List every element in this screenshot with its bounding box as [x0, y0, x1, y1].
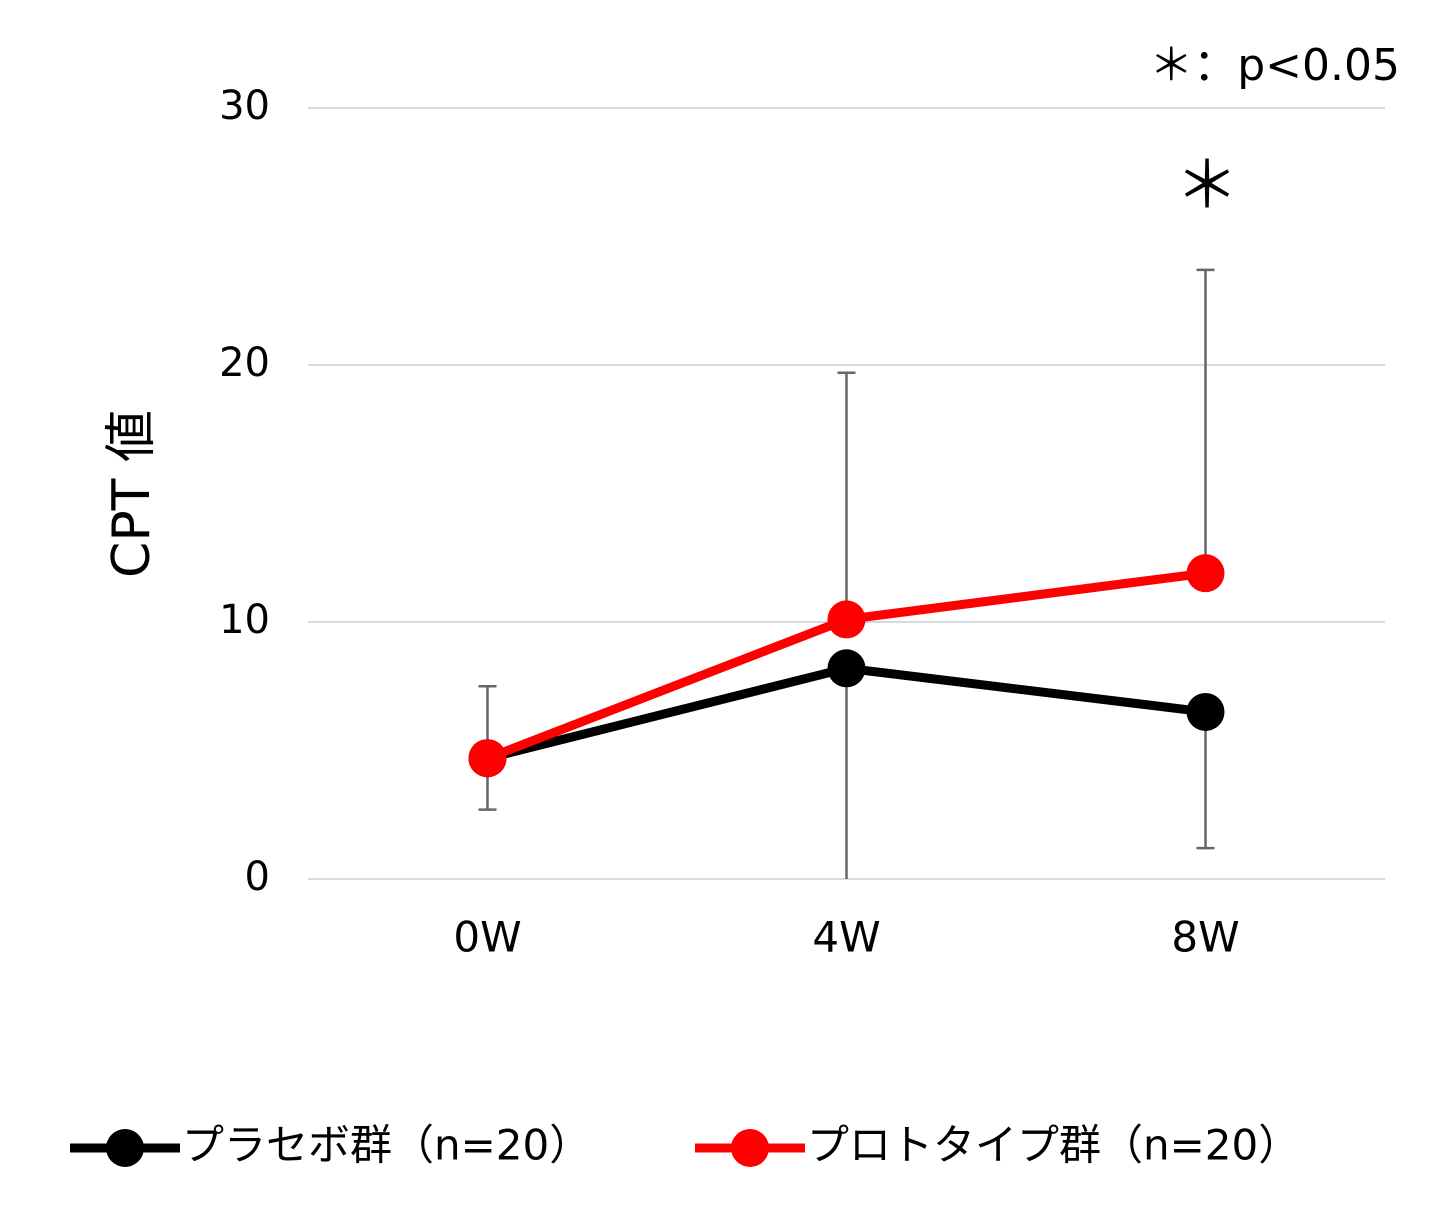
- legend-label: プラセボ群（n=20）: [182, 1121, 591, 1170]
- marker: [827, 649, 866, 688]
- marker: [1186, 554, 1225, 593]
- y-tick-label: 20: [219, 340, 270, 386]
- legend-marker: [106, 1129, 144, 1167]
- significance-note: ＊：p<0.05: [1149, 40, 1400, 91]
- error-bar: [1196, 711, 1215, 850]
- error-bar: [1196, 268, 1215, 574]
- x-tick-label: 8W: [1171, 913, 1239, 962]
- y-axis-label: CPT 値: [102, 410, 162, 578]
- y-tick-label: 10: [219, 597, 270, 643]
- marker: [827, 600, 866, 639]
- error-bar: [837, 371, 856, 620]
- legend-marker: [731, 1129, 769, 1167]
- x-tick-label: 4W: [812, 913, 880, 962]
- marker: [468, 739, 507, 778]
- x-tick-label: 0W: [453, 913, 521, 962]
- marker: [1186, 692, 1225, 731]
- significance-mark: ＊: [1175, 150, 1239, 224]
- legend-label: プロトタイプ群（n=20）: [807, 1121, 1300, 1170]
- y-tick-label: 30: [219, 83, 270, 129]
- y-tick-label: 0: [245, 854, 270, 900]
